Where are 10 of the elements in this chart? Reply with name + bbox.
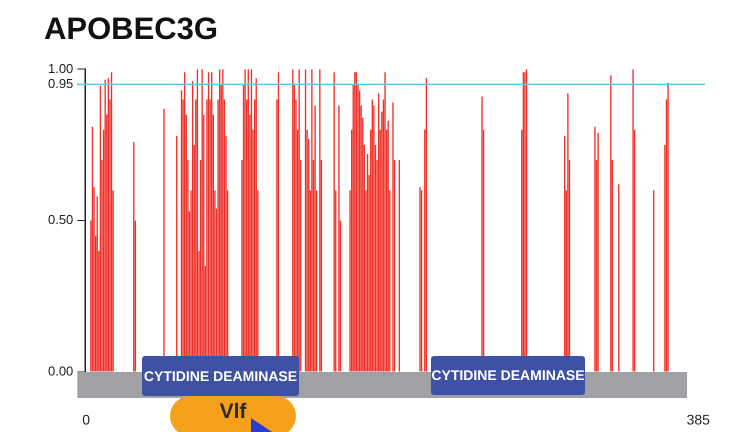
- y-tick-label: 0.00: [48, 364, 74, 379]
- y-tick-label: 0.95: [48, 76, 74, 91]
- pill-shape: Vlf: [170, 396, 296, 432]
- y-tick-label: 1.00: [48, 60, 74, 76]
- x-tick-label: 385: [686, 411, 710, 428]
- rounded-box: CYTIDINE DEAMINASE: [431, 356, 585, 395]
- chart-title: APOBEC3G: [44, 11, 218, 46]
- y-tick-label: 0.50: [48, 212, 74, 228]
- x-tick-label: 0: [82, 411, 90, 428]
- rounded-box: CYTIDINE DEAMINASE: [142, 356, 299, 396]
